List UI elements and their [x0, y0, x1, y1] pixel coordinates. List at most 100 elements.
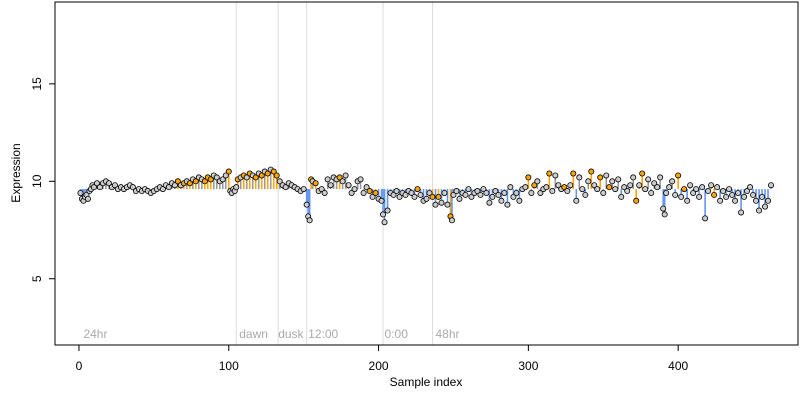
data-point: [609, 178, 616, 185]
event-annotation: 48hr: [435, 327, 459, 341]
y-tick-label: 5: [30, 275, 44, 282]
data-point: [543, 184, 550, 191]
data-point: [105, 180, 112, 187]
data-point: [666, 184, 673, 191]
data-point: [96, 184, 103, 191]
data-point: [576, 174, 583, 181]
data-point: [489, 193, 496, 200]
data-point: [213, 174, 220, 181]
data-point: [642, 186, 649, 193]
data-point: [615, 176, 622, 183]
data-point: [111, 182, 118, 189]
x-axis-label: Sample index: [390, 375, 463, 389]
data-point: [522, 184, 529, 191]
data-point: [192, 178, 199, 185]
data-point: [270, 168, 277, 175]
data-point: [549, 188, 556, 195]
data-point: [651, 180, 658, 187]
data-point: [699, 184, 706, 191]
data-point: [636, 182, 643, 189]
y-axis: 5 10 15: [30, 77, 56, 282]
data-point: [402, 191, 409, 198]
data-point: [585, 178, 592, 185]
data-point: [717, 197, 724, 204]
data-point: [756, 207, 763, 214]
data-point: [612, 186, 619, 193]
data-point: [441, 189, 448, 196]
data-point: [618, 193, 625, 200]
data-point: [513, 189, 520, 196]
data-point: [663, 189, 670, 196]
data-point: [753, 197, 760, 204]
data-point: [465, 186, 472, 193]
data-point: [561, 184, 568, 191]
data-point: [693, 186, 700, 193]
data-point: [165, 184, 172, 191]
data-point: [348, 189, 355, 196]
data-point: [705, 188, 712, 195]
data-point: [129, 184, 136, 191]
data-point: [534, 178, 541, 185]
x-axis: 0 100 200 300 400: [76, 344, 688, 373]
data-point: [498, 197, 505, 204]
data-point: [303, 201, 310, 208]
data-point: [690, 189, 697, 196]
x-tick-label: 300: [518, 359, 538, 373]
data-point: [282, 184, 289, 191]
event-annotation: 24hr: [83, 327, 107, 341]
data-point: [624, 188, 631, 195]
data-point: [600, 189, 607, 196]
data-point: [537, 189, 544, 196]
data-point: [507, 184, 514, 191]
data-point: [660, 205, 667, 212]
data-point: [264, 170, 271, 177]
data-point: [702, 215, 709, 222]
data-point: [300, 186, 307, 193]
data-point: [516, 197, 523, 204]
data-point: [435, 193, 442, 200]
data-point: [621, 184, 628, 191]
data-point: [453, 188, 460, 195]
data-point: [684, 197, 691, 204]
data-point: [456, 195, 463, 202]
data-point: [480, 186, 487, 193]
data-point: [528, 189, 535, 196]
data-point: [366, 188, 373, 195]
data-point: [588, 168, 595, 175]
data-point: [321, 189, 328, 196]
data-point: [765, 197, 772, 204]
data-point: [492, 188, 499, 195]
data-point: [477, 191, 484, 198]
data-point: [582, 191, 589, 198]
data-point: [474, 188, 481, 195]
y-axis-label: Expression: [9, 143, 23, 202]
x-tick-label: 0: [76, 359, 83, 373]
event-annotation: dawn: [239, 327, 268, 341]
data-point: [258, 172, 265, 179]
data-point: [606, 184, 613, 191]
data-point: [768, 182, 775, 189]
data-point: [417, 191, 424, 198]
plot-frame: [54, 1, 799, 346]
data-point: [591, 182, 598, 189]
data-point: [219, 176, 226, 183]
data-point: [429, 193, 436, 200]
data-point: [360, 189, 367, 196]
data-point: [306, 217, 313, 224]
data-point: [759, 193, 766, 200]
data-point: [233, 184, 240, 191]
data-point: [531, 182, 538, 189]
data-point: [744, 188, 751, 195]
data-point: [327, 182, 334, 189]
data-point: [738, 209, 745, 216]
data-point: [483, 189, 490, 196]
data-point: [654, 184, 661, 191]
data-point: [426, 189, 433, 196]
data-point: [390, 191, 397, 198]
data-point: [669, 178, 676, 185]
data-point: [657, 174, 664, 181]
data-point: [357, 176, 364, 183]
data-point: [633, 197, 640, 204]
event-annotation: dusk: [278, 327, 304, 341]
x-tick-label: 400: [668, 359, 688, 373]
